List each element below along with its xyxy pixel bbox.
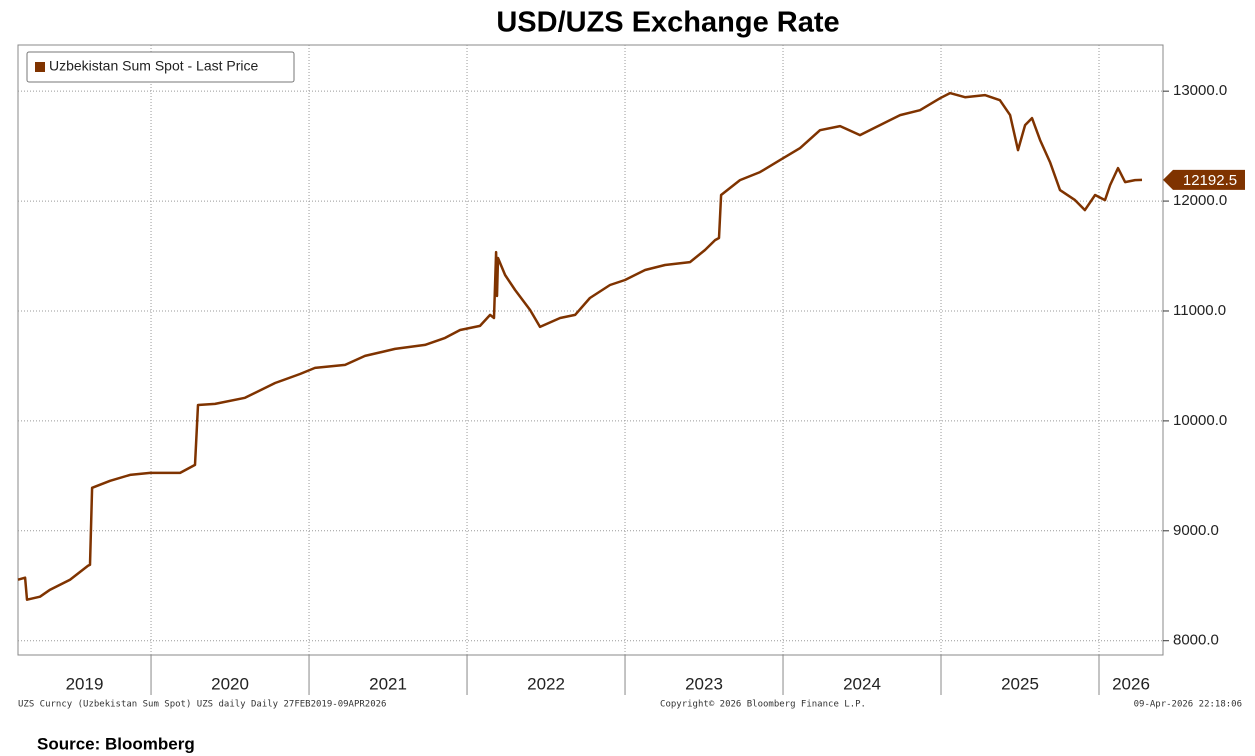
plot-frame xyxy=(17,44,1164,656)
x-tick-label: 2022 xyxy=(527,674,565,693)
x-tick-label: 2026 xyxy=(1112,674,1150,693)
last-value-tag xyxy=(1163,169,1245,190)
y-tick-label: 11000.0 xyxy=(1173,302,1226,319)
footer-left: UZS Curncy (Uzbekistan Sum Spot) UZS dai… xyxy=(18,700,386,710)
x-tick-label: 2019 xyxy=(66,674,104,693)
legend-box xyxy=(26,51,295,83)
data-line xyxy=(17,91,1143,601)
y-tick-label: 9000.0 xyxy=(1173,522,1219,539)
last-value-label: 12192.5 xyxy=(1183,172,1237,189)
x-tick-label: 2023 xyxy=(685,674,723,693)
x-tick-label: 2025 xyxy=(1001,674,1039,693)
x-tick-label: 2021 xyxy=(369,674,407,693)
y-tick-label: 8000.0 xyxy=(1173,632,1219,649)
x-tick-label: 2020 xyxy=(211,674,249,693)
legend-label: Uzbekistan Sum Spot - Last Price xyxy=(49,58,259,74)
legend-swatch xyxy=(35,62,45,72)
footer-right: 09-Apr-2026 22:18:06 xyxy=(1134,700,1242,710)
chart-title: USD/UZS Exchange Rate xyxy=(496,7,839,39)
source-note: Source: Bloomberg xyxy=(37,734,195,753)
y-tick-label: 10000.0 xyxy=(1173,412,1227,429)
y-tick-label: 13000.0 xyxy=(1173,82,1227,99)
y-tick-label: 12000.0 xyxy=(1173,192,1227,209)
x-tick-label: 2024 xyxy=(843,674,881,693)
footer-center: Copyright© 2026 Bloomberg Finance L.P. xyxy=(660,700,866,710)
